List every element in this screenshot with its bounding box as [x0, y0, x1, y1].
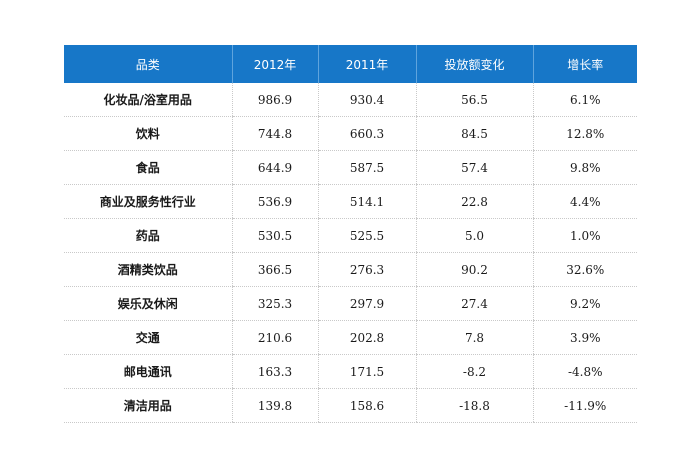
category-cell: 化妆品/浴室用品: [64, 83, 232, 117]
value-2011-cell: 587.5: [317, 150, 416, 185]
table-row: 邮电通讯 163.3 171.5 -8.2 -4.8%: [64, 354, 637, 389]
change-cell: 5.0: [415, 218, 533, 253]
table-header: 品类 2012年 2011年 投放额变化 增长率: [64, 45, 637, 83]
value-2011-cell: 525.5: [317, 218, 416, 253]
change-cell: 27.4: [415, 286, 533, 321]
value-2012-cell: 536.9: [231, 184, 318, 219]
table-row: 清洁用品 139.8 158.6 -18.8 -11.9%: [64, 388, 637, 423]
value-2012-cell: 986.9: [231, 83, 318, 117]
value-2011-cell: 276.3: [317, 252, 416, 287]
value-2011-cell: 660.3: [317, 116, 416, 151]
change-cell: -8.2: [415, 354, 533, 389]
table-row: 商业及服务性行业 536.9 514.1 22.8 4.4%: [64, 184, 637, 219]
value-2012-cell: 325.3: [231, 286, 318, 321]
value-2012-cell: 530.5: [231, 218, 318, 253]
change-cell: 84.5: [415, 116, 533, 151]
table-row: 化妆品/浴室用品 986.9 930.4 56.5 6.1%: [64, 83, 637, 117]
growth-rate-cell: 6.1%: [532, 83, 637, 117]
header-cell-2011: 2011年: [317, 45, 416, 83]
change-cell: 90.2: [415, 252, 533, 287]
value-2011-cell: 158.6: [317, 388, 416, 423]
table-row: 药品 530.5 525.5 5.0 1.0%: [64, 218, 637, 253]
table-row: 酒精类饮品 366.5 276.3 90.2 32.6%: [64, 252, 637, 287]
value-2011-cell: 297.9: [317, 286, 416, 321]
category-cell: 娱乐及休闲: [64, 286, 232, 321]
change-cell: 57.4: [415, 150, 533, 185]
growth-rate-cell: -4.8%: [532, 354, 637, 389]
value-2012-cell: 163.3: [231, 354, 318, 389]
category-cell: 药品: [64, 218, 232, 253]
header-row: 品类 2012年 2011年 投放额变化 增长率: [64, 45, 637, 83]
change-cell: 56.5: [415, 83, 533, 117]
value-2011-cell: 514.1: [317, 184, 416, 219]
category-cell: 商业及服务性行业: [64, 184, 232, 219]
category-cell: 清洁用品: [64, 388, 232, 423]
category-cell: 食品: [64, 150, 232, 185]
table-row: 娱乐及休闲 325.3 297.9 27.4 9.2%: [64, 286, 637, 321]
value-2011-cell: 202.8: [317, 320, 416, 355]
header-cell-change: 投放额变化: [415, 45, 533, 83]
growth-rate-cell: -11.9%: [532, 388, 637, 423]
value-2012-cell: 744.8: [231, 116, 318, 151]
growth-rate-cell: 3.9%: [532, 320, 637, 355]
growth-rate-cell: 9.8%: [532, 150, 637, 185]
category-cell: 交通: [64, 320, 232, 355]
header-cell-category: 品类: [64, 45, 232, 83]
table-row: 饮料 744.8 660.3 84.5 12.8%: [64, 116, 637, 151]
change-cell: 7.8: [415, 320, 533, 355]
value-2011-cell: 171.5: [317, 354, 416, 389]
growth-rate-cell: 4.4%: [532, 184, 637, 219]
growth-rate-cell: 12.8%: [532, 116, 637, 151]
change-cell: 22.8: [415, 184, 533, 219]
data-table: 品类 2012年 2011年 投放额变化 增长率 化妆品/浴室用品 986.9 93…: [64, 45, 637, 423]
table-row: 食品 644.9 587.5 57.4 9.8%: [64, 150, 637, 185]
growth-rate-cell: 9.2%: [532, 286, 637, 321]
value-2012-cell: 644.9: [231, 150, 318, 185]
header-cell-2012: 2012年: [231, 45, 318, 83]
value-2012-cell: 366.5: [231, 252, 318, 287]
change-cell: -18.8: [415, 388, 533, 423]
table-body: 化妆品/浴室用品 986.9 930.4 56.5 6.1% 饮料 744.8 660.3 84…: [64, 83, 637, 423]
table-row: 交通 210.6 202.8 7.8 3.9%: [64, 320, 637, 355]
value-2011-cell: 930.4: [317, 83, 416, 117]
growth-rate-cell: 1.0%: [532, 218, 637, 253]
growth-rate-cell: 32.6%: [532, 252, 637, 287]
category-cell: 酒精类饮品: [64, 252, 232, 287]
value-2012-cell: 139.8: [231, 388, 318, 423]
header-cell-growth-rate: 增长率: [532, 45, 637, 83]
category-cell: 邮电通讯: [64, 354, 232, 389]
category-cell: 饮料: [64, 116, 232, 151]
data-table-container: 品类 2012年 2011年 投放额变化 增长率 化妆品/浴室用品 986.9 93…: [64, 45, 637, 423]
value-2012-cell: 210.6: [231, 320, 318, 355]
